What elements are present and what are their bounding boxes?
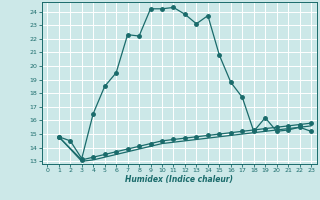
X-axis label: Humidex (Indice chaleur): Humidex (Indice chaleur) bbox=[125, 175, 233, 184]
